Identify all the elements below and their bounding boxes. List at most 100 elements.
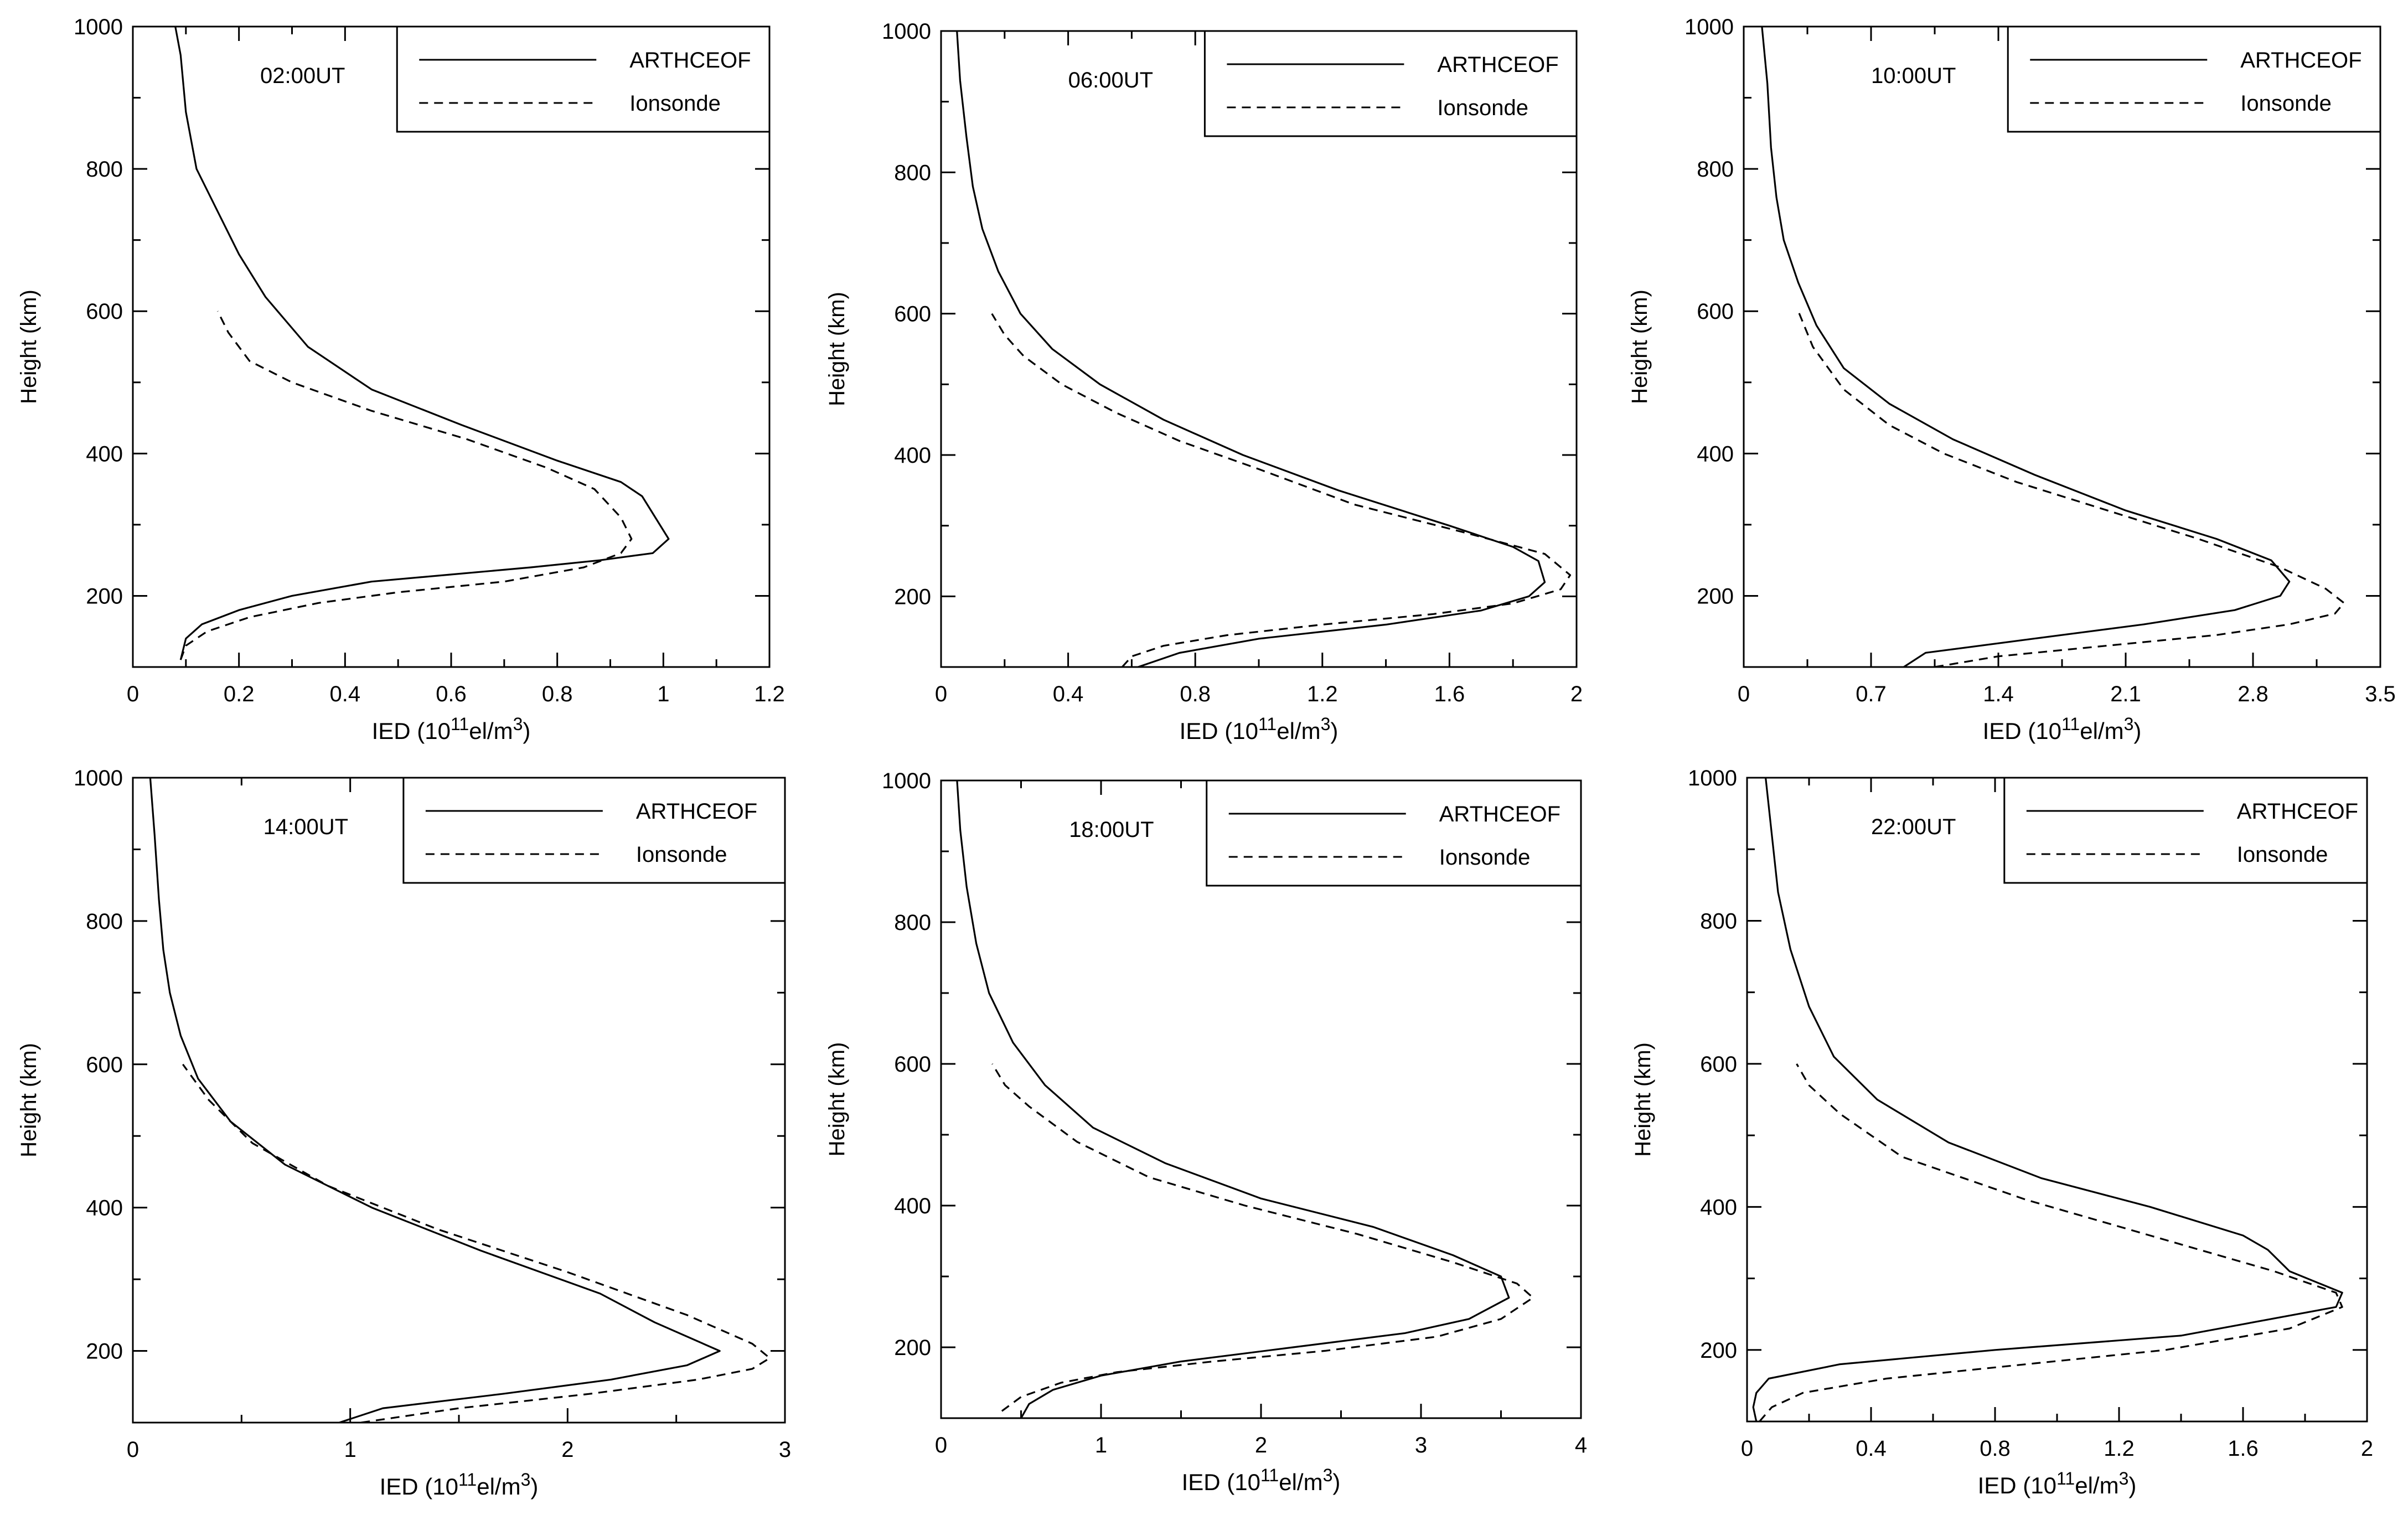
x-tick-label: 2.8 [2238,682,2269,706]
time-annotation: 22:00UT [1871,815,1956,839]
x-axis-label-part: ) [2133,718,2141,744]
legend: ARTHCEOF Ionsonde [1206,779,1582,887]
x-axis-label-superscript: 3 [1321,714,1331,734]
x-tick-label: 0.2 [224,682,255,706]
x-tick-label: 1.2 [754,682,785,706]
legend-entry: ARTHCEOF [1439,802,1560,826]
x-axis-label: IED (1011el/m3) [1180,714,1339,744]
y-tick-label: 800 [1697,157,1734,182]
x-axis-label-part: IED (10 [372,718,451,744]
x-tick-label: 3 [1415,1433,1427,1457]
y-tick-label: 400 [86,1196,123,1221]
x-tick-label: 1 [1095,1433,1107,1457]
x-axis-label-superscript: 11 [1260,1465,1279,1485]
x-tick-label: 0 [935,1433,947,1457]
x-tick-label: 1 [657,682,669,706]
x-tick-label: 1 [344,1438,356,1462]
legend-entry: Ionsonde [2240,91,2332,116]
x-tick-label: 0 [127,1438,139,1462]
x-axis-label-superscript: 3 [521,1470,531,1490]
x-axis-label-superscript: 11 [1258,714,1277,734]
y-tick-label: 800 [86,909,123,934]
x-axis-label-part: IED (10 [1180,718,1258,744]
y-tick-label: 600 [86,1053,123,1077]
legend-entry: ARTHCEOF [1437,53,1558,77]
y-tick-label: 200 [86,584,123,608]
series-line-arthceof [1752,778,2343,1421]
x-axis-label-superscript: 3 [1323,1465,1333,1485]
x-axis-label-part: ) [1330,718,1338,744]
x-axis-label: IED (1011el/m3) [380,1470,539,1500]
x-tick-label: 4 [1575,1433,1587,1457]
series-line-arthceof [956,31,1546,667]
x-tick-label: 0.4 [330,682,361,706]
time-annotation: 14:00UT [263,815,348,839]
time-annotation: 10:00UT [1871,64,1956,88]
x-axis-label: IED (1011el/m3) [1983,714,2142,744]
x-tick-label: 0.8 [1180,682,1211,706]
y-tick-label: 400 [894,443,931,468]
x-axis-label-superscript: 3 [513,714,523,734]
x-axis-label-part: el/m [1277,718,1320,744]
y-tick-label: 200 [1697,584,1734,608]
legend-box [1203,30,1578,137]
series-line-arthceof [174,27,670,660]
legend-entry: ARTHCEOF [629,48,751,73]
y-tick-label: 1000 [1684,15,1734,39]
y-tick-label: 1000 [74,15,123,39]
x-tick-label: 3 [779,1438,791,1462]
x-tick-label: 2.1 [2110,682,2141,706]
x-axis-label-superscript: 3 [2119,1469,2129,1488]
x-axis-label-part: ) [1332,1469,1340,1495]
y-tick-label: 1000 [1688,766,1737,790]
x-tick-label: 0 [127,682,139,706]
x-axis-label-part: el/m [469,718,513,744]
x-tick-label: 1.6 [2228,1436,2259,1461]
y-axis-label: Height (km) [825,292,849,406]
x-tick-label: 0.6 [436,682,467,706]
time-annotation: 06:00UT [1068,68,1153,92]
series-line-ionsonde [1759,1063,2343,1421]
x-tick-label: 0.4 [1053,682,1084,706]
legend-entry: Ionsonde [2237,842,2328,867]
x-tick-label: 1.2 [1307,682,1338,706]
y-tick-label: 800 [894,911,931,935]
series-line-ionsonde [991,1063,1534,1412]
x-axis-label-superscript: 3 [2124,714,2134,734]
series-line-ionsonde [182,1063,771,1423]
x-axis-label-part: el/m [2075,1472,2118,1498]
legend-box [396,25,771,133]
x-axis-label-superscript: 11 [2061,714,2080,734]
y-tick-label: 1000 [74,766,123,790]
y-axis-label: Height (km) [825,1042,849,1157]
legend-box [1206,779,1582,887]
x-tick-label: 0.8 [1980,1436,2011,1461]
y-tick-label: 600 [894,1052,931,1077]
y-tick-label: 400 [1697,442,1734,466]
y-tick-label: 800 [1700,909,1737,933]
series-line-arthceof [1761,27,2291,667]
x-tick-label: 0 [1741,1436,1753,1461]
x-tick-label: 1.2 [2104,1436,2135,1461]
x-tick-label: 0.7 [1856,682,1887,706]
legend-box [2007,25,2381,133]
legend: ARTHCEOF Ionsonde [402,777,786,884]
panel-1: 200 400 600 800 1000 0 0.2 0.4 0.6 0.8 1 1.2 IED (10… [17,15,785,744]
panel-6: 200 400 600 800 1000 0 0.4 0.8 1.2 1.6 2 IED (1011e… [1631,766,2373,1498]
x-axis-label-part: IED (10 [380,1474,458,1500]
legend: ARTHCEOF Ionsonde [2007,25,2381,133]
x-axis-label: IED (1011el/m3) [372,714,531,744]
panel-2: 200 400 600 800 1000 0 0.4 0.8 1.2 1.6 2 IED (1011e… [825,19,1583,744]
y-axis-label: Height (km) [17,289,41,404]
legend-box [2003,777,2368,884]
y-axis-label: Height (km) [17,1043,41,1157]
time-annotation: 02:00UT [260,64,345,88]
x-tick-label: 0.8 [542,682,573,706]
y-tick-label: 1000 [882,769,931,793]
series-line-arthceof [956,780,1510,1418]
y-tick-label: 200 [1700,1338,1737,1363]
x-axis-label-part: el/m [1279,1469,1322,1495]
x-axis-label-part: ) [523,718,530,744]
